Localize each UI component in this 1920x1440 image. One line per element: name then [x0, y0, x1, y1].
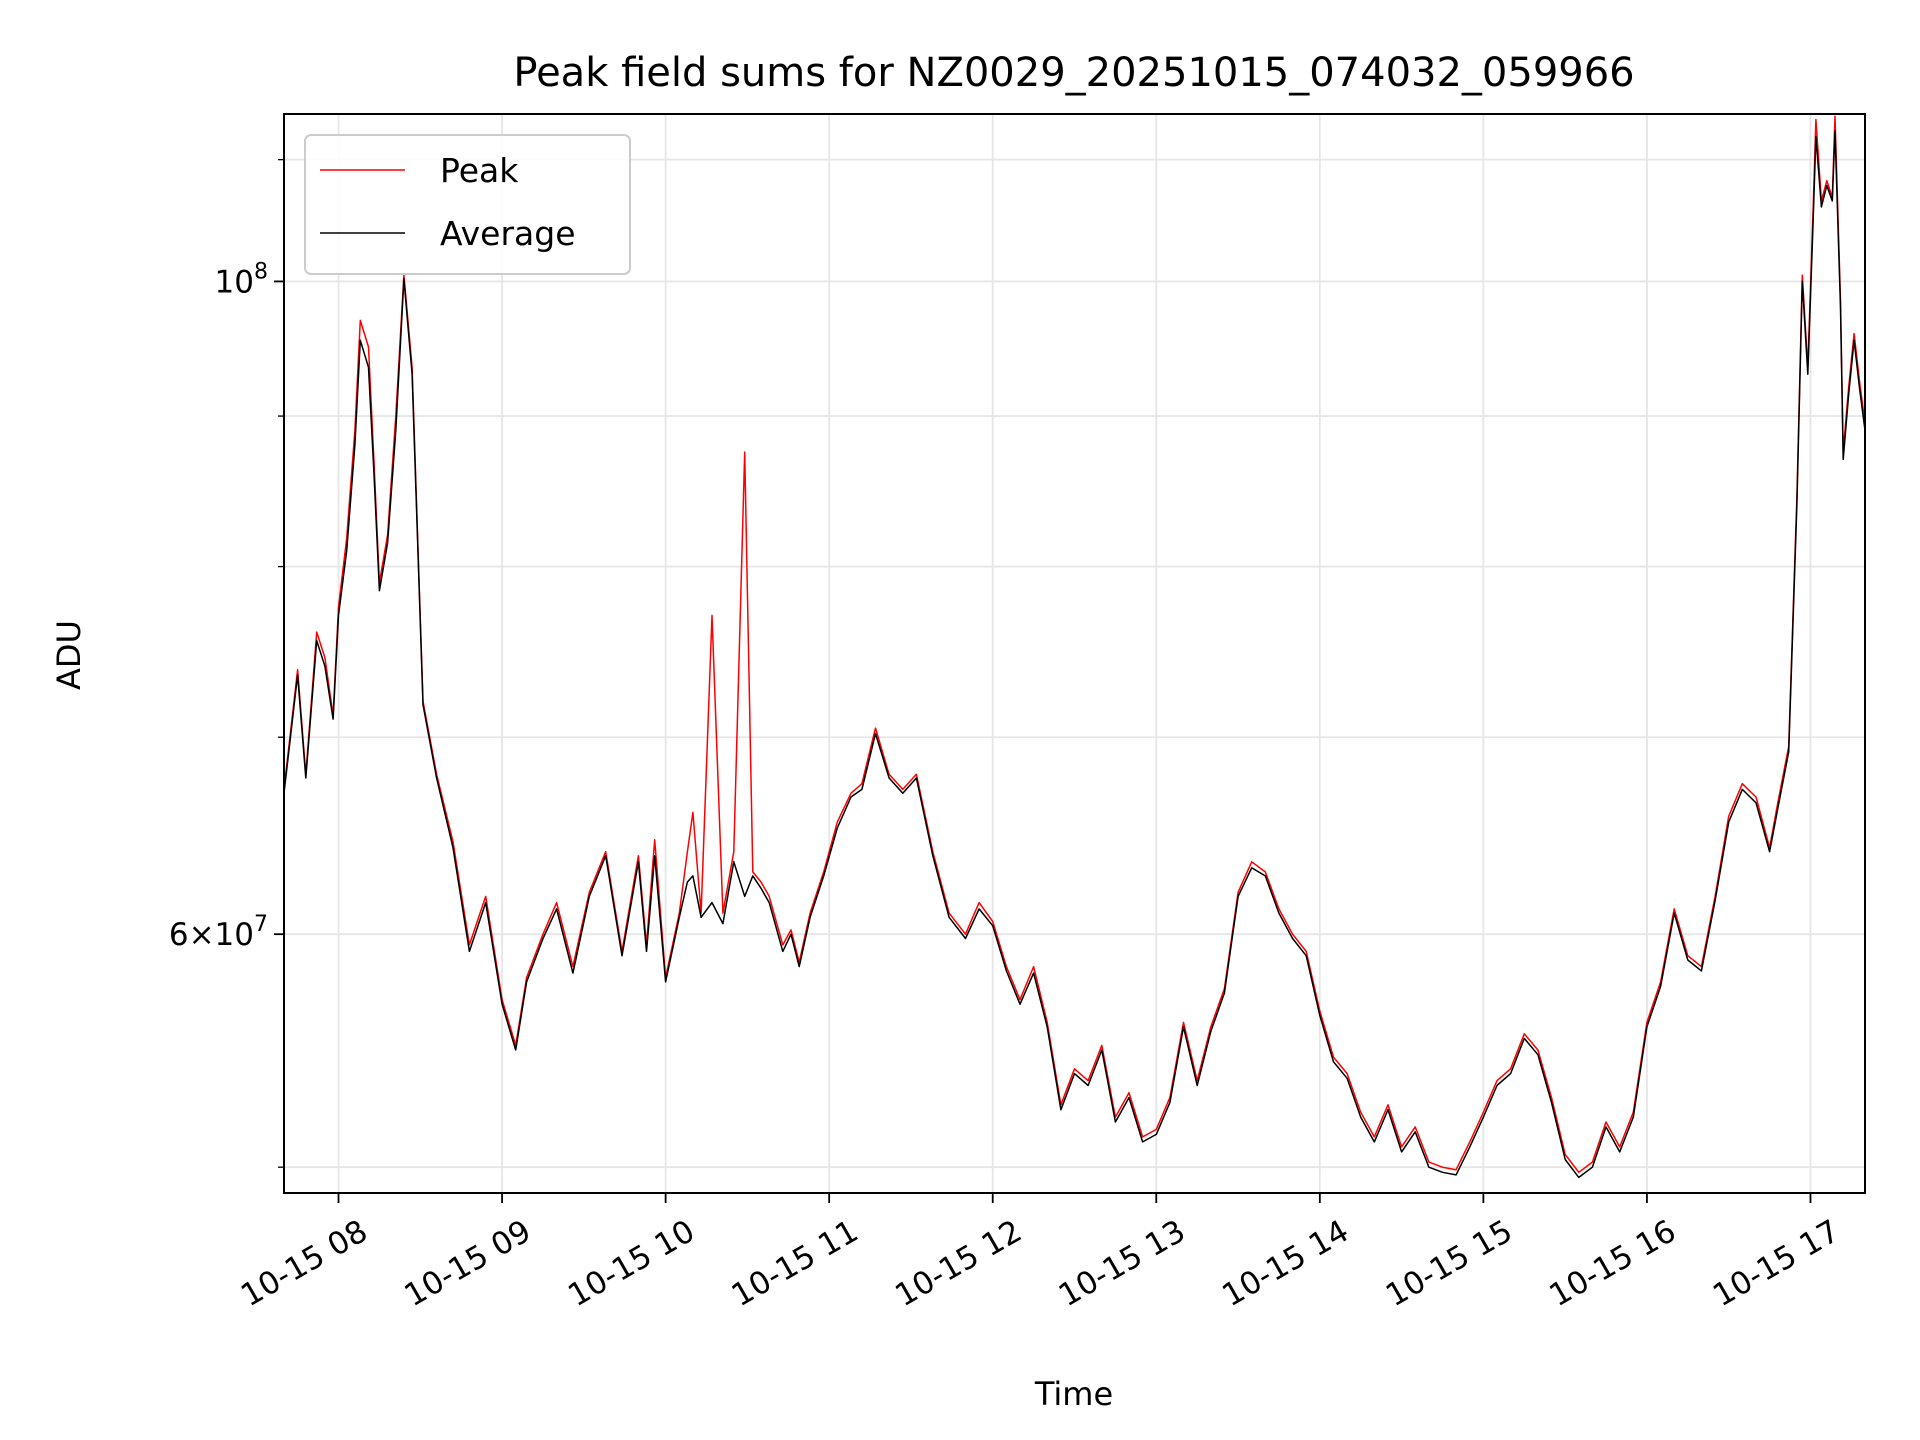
- chart-title: Peak field sums for NZ0029_20251015_0740…: [513, 50, 1634, 96]
- y-tick-label: 108: [215, 259, 268, 300]
- plot-series: [283, 115, 1866, 1179]
- y-axis-label: ADU: [50, 620, 88, 690]
- legend-label-average: Average: [440, 214, 576, 253]
- y-tick-exponent: 8: [254, 259, 268, 284]
- grid: [284, 114, 1865, 1193]
- legend: Peak Average: [304, 134, 631, 275]
- y-tick-base: 10: [215, 917, 254, 953]
- series-line-average: [283, 130, 1866, 1179]
- y-tick-mantissa: 6: [169, 917, 189, 953]
- y-tick-times: ×: [189, 917, 215, 953]
- legend-label-peak: Peak: [440, 151, 519, 190]
- y-tick-label: 6×107: [169, 912, 268, 953]
- y-tick-exponent: 7: [254, 912, 268, 937]
- series-line-peak: [283, 115, 1866, 1174]
- x-axis-label: Time: [1034, 1375, 1113, 1413]
- plot-frame: [283, 113, 1866, 1194]
- y-tick-base: 10: [215, 264, 254, 300]
